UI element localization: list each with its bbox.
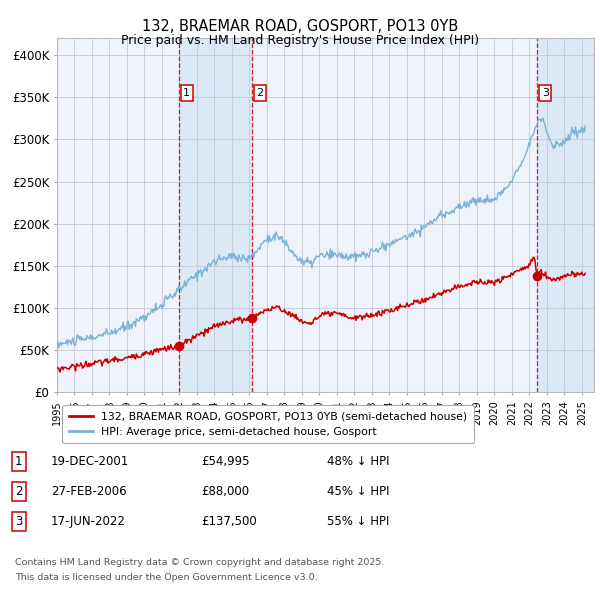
Text: 19-DEC-2001: 19-DEC-2001 — [51, 455, 129, 468]
Text: 2: 2 — [15, 485, 23, 498]
Text: 55% ↓ HPI: 55% ↓ HPI — [327, 515, 389, 528]
Text: 1: 1 — [15, 455, 23, 468]
Text: Contains HM Land Registry data © Crown copyright and database right 2025.: Contains HM Land Registry data © Crown c… — [15, 558, 385, 566]
Text: 132, BRAEMAR ROAD, GOSPORT, PO13 0YB: 132, BRAEMAR ROAD, GOSPORT, PO13 0YB — [142, 19, 458, 34]
Text: £137,500: £137,500 — [201, 515, 257, 528]
Text: 1: 1 — [183, 88, 190, 98]
Text: 3: 3 — [15, 515, 22, 528]
Text: 45% ↓ HPI: 45% ↓ HPI — [327, 485, 389, 498]
Legend: 132, BRAEMAR ROAD, GOSPORT, PO13 0YB (semi-detached house), HPI: Average price, : 132, BRAEMAR ROAD, GOSPORT, PO13 0YB (se… — [62, 405, 474, 444]
Text: 17-JUN-2022: 17-JUN-2022 — [51, 515, 126, 528]
Text: 3: 3 — [542, 88, 548, 98]
Text: 48% ↓ HPI: 48% ↓ HPI — [327, 455, 389, 468]
Bar — [179, 38, 252, 392]
Text: £88,000: £88,000 — [201, 485, 249, 498]
Text: £54,995: £54,995 — [201, 455, 250, 468]
Text: This data is licensed under the Open Government Licence v3.0.: This data is licensed under the Open Gov… — [15, 573, 317, 582]
Text: 2: 2 — [257, 88, 264, 98]
Text: Price paid vs. HM Land Registry's House Price Index (HPI): Price paid vs. HM Land Registry's House … — [121, 34, 479, 47]
Text: 27-FEB-2006: 27-FEB-2006 — [51, 485, 127, 498]
Bar — [538, 38, 594, 392]
